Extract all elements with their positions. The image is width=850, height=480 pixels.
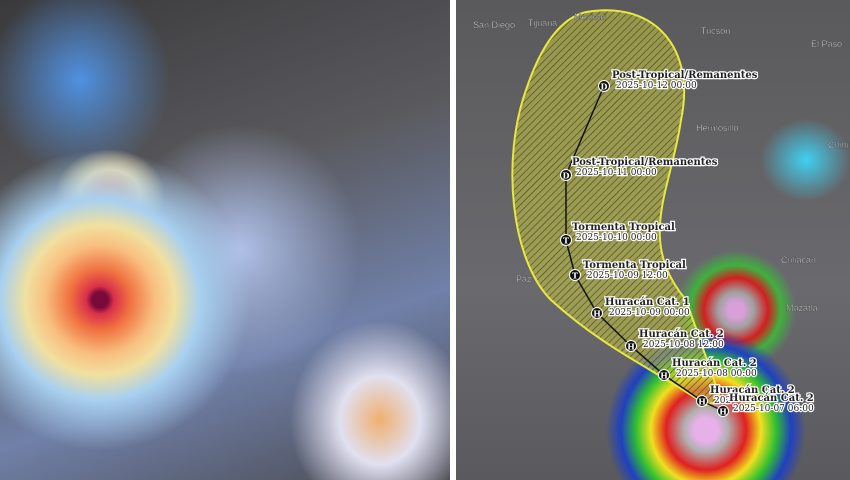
track-time-label: 2025-10-08 00:00 [676, 369, 757, 379]
storm-symbol: H [719, 407, 727, 417]
track-category-label: Huracán Cat. 2 [729, 393, 814, 404]
storm-marker-icon [560, 169, 572, 181]
storm-marker-icon [717, 405, 729, 417]
track-time-label: 2025-10-12 00:00 [616, 81, 697, 91]
city-label: Chihu [828, 140, 850, 150]
storm-marker-icon [569, 269, 581, 281]
storm-marker-icon [658, 369, 670, 381]
track-category-label: Huracán Cat. 2 [710, 385, 795, 396]
storm-marker-icon [560, 234, 572, 246]
city-label: Tucson [701, 26, 730, 36]
forecast-cone [511, 9, 723, 407]
track-category-label: Huracán Cat. 2 [639, 329, 724, 340]
track-time-label: 202 [714, 396, 731, 406]
forecast-map-svg: San Diego Tijuana Mexicali Tucson El Paso Her… [473, 9, 850, 417]
track-category-label: Post-Tropical/Remanentes [612, 70, 758, 81]
city-label: Hermosillo [696, 123, 739, 133]
track-time-label: 2025-10-10 00:00 [576, 233, 657, 243]
city-label: San Diego [473, 20, 515, 30]
track-time-label: 2025-10-11 00:00 [576, 168, 657, 178]
storm-symbol: H [593, 309, 601, 319]
storm-symbol: H [660, 371, 668, 381]
track-category-label: Tormenta Tropical [583, 260, 686, 271]
storm-symbol: H [698, 397, 706, 407]
storm-symbol: D [563, 171, 570, 181]
city-label: Paz [516, 274, 532, 284]
storm-symbol: T [572, 271, 578, 281]
city-label: Mazatlá [786, 303, 818, 313]
track-category-label: Post-Tropical/Remanentes [572, 157, 718, 168]
track-category-label: Tormenta Tropical [572, 222, 675, 233]
track-time-label: 2025-10-07 06:00 [733, 404, 814, 414]
storm-marker-icon [598, 80, 610, 92]
city-label: Culiacán [781, 255, 816, 265]
city-label: Mexicali [574, 12, 607, 22]
storm-marker-icon [591, 307, 603, 319]
storm-marker-icon [696, 395, 708, 407]
satellite-image-left [0, 0, 450, 480]
storm-symbol: D [601, 82, 608, 92]
track-category-label: Huracán Cat. 1 [605, 297, 690, 308]
track-time-label: 2025-10-08 12:00 [643, 340, 724, 350]
track-category-label: Huracán Cat. 2 [672, 358, 757, 369]
city-label: Tijuana [528, 18, 557, 28]
track-time-label: 2025-10-09 12:00 [587, 271, 668, 281]
storm-symbol: T [563, 236, 569, 246]
storm-symbol: H [627, 342, 635, 352]
forecast-track-map: San Diego Tijuana Mexicali Tucson El Paso Her… [456, 0, 850, 480]
track-time-label: 2025-10-09 00:00 [609, 308, 690, 318]
city-label: El Paso [811, 39, 842, 49]
storm-marker-icon [625, 340, 637, 352]
